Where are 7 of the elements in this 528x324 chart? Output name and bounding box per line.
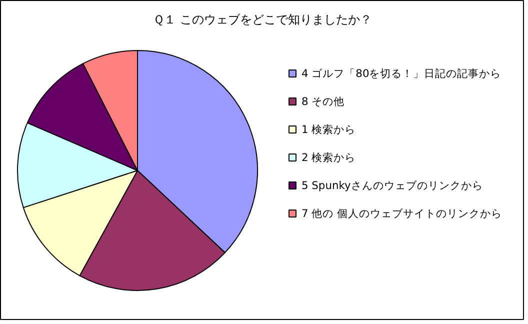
legend-label: 2 検索から [302,151,356,164]
legend-label: 1 検索から [302,123,356,136]
chart-title: Ｑ１ このウェブをどこで知りましたか？ [153,12,372,26]
legend-label: 5 Spunkyさんのウェブのリンクから [302,179,483,192]
legend-label: 4 ゴルフ「80を切る！」日記の記事から [302,67,502,80]
legend-label: 8 その他 [302,95,345,108]
legend-label: 7 他の 個人のウェブサイトのリンクから [302,207,502,220]
